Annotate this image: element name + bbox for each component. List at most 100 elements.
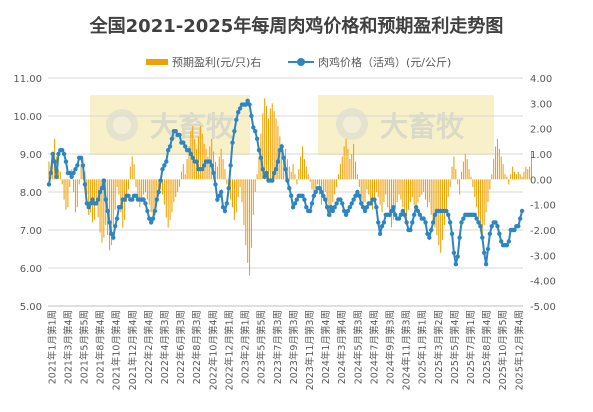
price-point [423,220,428,225]
price-point [379,224,385,229]
y-axis-right: -5.00 -4.00 -3.00 -2.00 -1.00 0.00 1.00 2.00 3.0… [530,74,556,313]
x-tick-label: 2023年9月第3周 [288,310,300,384]
price-point [80,163,86,168]
price-point [358,201,364,206]
price-point [217,193,222,198]
price-point [453,262,459,267]
price-point [432,212,438,217]
price-point [429,227,434,233]
price-point [400,208,406,214]
y-left-tick-label: 10.00 [13,112,42,123]
price-point [493,220,498,225]
profit-bar [269,108,271,180]
price-point [381,220,387,225]
legend: 预期盈利(元/只)右 肉鸡价格（活鸡）(元/公斤) [0,54,593,70]
price-point [328,205,334,210]
price-point [332,205,337,210]
price-point [130,197,135,202]
profit-bar [459,179,461,195]
profit-bar [118,179,120,195]
price-point [313,189,318,195]
chart-title: 全国2021-2025年每周肉鸡价格和预期盈利走势图 [89,16,504,37]
profit-bar [362,179,364,208]
profit-bar [294,174,296,180]
price-point [253,129,258,134]
profit-bar [366,179,368,190]
y-right-tick-label: 1.00 [530,150,552,161]
x-tick-label: 2021年5月第5周 [79,310,91,384]
price-point [317,186,322,191]
price-point [109,231,114,236]
price-point [141,197,146,202]
price-point [94,201,99,206]
profit-bar [139,179,141,208]
profit-bar [250,179,252,248]
profit-bar [266,105,268,180]
x-tick-label: 2025年1月第1周 [417,310,429,384]
profit-bar [402,179,404,208]
x-tick-label: 2022年10月第4周 [207,310,219,390]
legend-swatch-bar [146,59,168,65]
x-tick-label: 2024年5月第3周 [352,310,364,384]
profit-bar [230,179,232,200]
profit-bar [354,161,357,180]
profit-bar [468,169,470,180]
profit-bar [59,171,61,180]
profit-bar [443,179,445,225]
profit-bar [90,179,92,213]
profit-bar [407,179,410,210]
profit-bar [392,179,394,220]
profit-bar [396,179,398,203]
y-left-tick-label: 9.00 [20,150,42,161]
x-tick-label: 2025年12月第4周 [513,310,525,390]
price-point [307,208,313,214]
profit-bar [296,179,298,185]
profit-bar [305,166,307,180]
price-point [262,174,267,179]
profit-bar [425,179,427,200]
profit-bar [78,179,80,185]
x-tick-label: 2021年12月第4周 [127,310,139,390]
price-point [451,250,457,255]
profit-bar [249,179,251,276]
profit-bar [177,179,179,192]
profit-bar [476,179,478,208]
profit-bar [116,179,118,187]
price-point [270,178,275,183]
x-tick-label: 2022年8月第3周 [191,310,203,384]
price-point [114,216,120,221]
price-point [160,167,165,172]
price-point [237,106,243,111]
x-tick-label: 2025年7月第1周 [465,310,477,384]
profit-bar [434,179,436,228]
profit-bar [440,179,442,253]
profit-bar [523,171,525,180]
price-point [288,193,294,198]
profit-bar [133,164,135,180]
profit-bar [372,179,374,210]
profit-bar [303,159,305,180]
profit-bar [485,179,487,213]
price-point [277,148,283,153]
profit-bar [508,179,510,185]
price-point [190,155,195,160]
profit-bar [519,174,521,180]
y-left-tick-label: 11.00 [13,74,42,85]
watermarks: 大畜牧 大畜牧 [90,95,494,155]
profit-bar [383,179,385,203]
profit-bar [88,179,90,215]
x-tick-label: 2025年8月第4周 [481,310,493,384]
price-point [374,205,379,210]
profit-bar [154,179,156,215]
price-point [474,216,479,221]
profit-bar [455,169,457,180]
profit-bar [375,179,377,192]
profit-bar [334,179,336,195]
price-point [372,197,377,202]
price-point [186,148,192,153]
profit-bar [406,179,408,220]
x-tick-label: 2024年7月第4周 [368,310,380,384]
profit-bar [167,179,169,228]
price-point [341,208,347,214]
profit-bar [339,164,341,180]
